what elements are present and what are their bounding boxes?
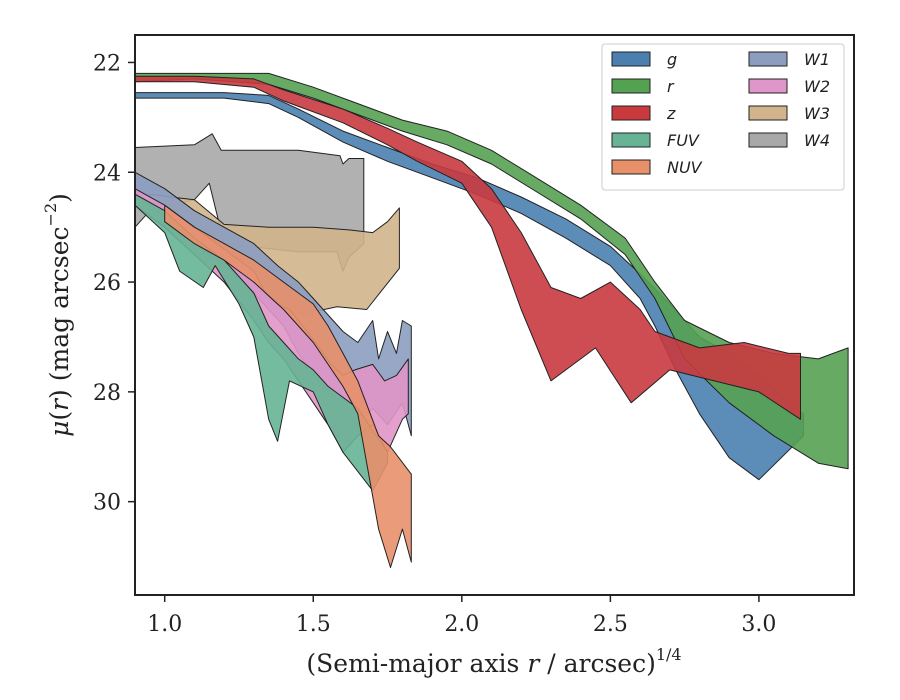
y-tick-label: 28 [93,381,121,406]
legend-swatch-W4 [748,132,788,148]
x-tick-label: 2.5 [593,612,628,637]
x-axis-label-post: / arcsec) [539,649,656,678]
legend-label-W1: W1 [804,50,830,69]
band-r [135,72,849,470]
legend-swatch-FUV [611,132,651,148]
x-tick-label: 2.0 [444,612,479,637]
band-z [135,75,801,420]
data-bands [135,72,849,568]
legend-label-W2: W2 [804,77,830,96]
legend-label-z: z [666,104,676,123]
legend-swatch-r [611,78,651,94]
x-axis-label-sup: 1/4 [656,645,682,664]
y-axis-label-open: ( [45,411,74,421]
legend-label-g: g [667,50,677,69]
legend-swatch-g [611,51,651,67]
y-tick-label: 22 [93,51,121,76]
y-axis-label-sup: −2 [41,203,60,227]
x-axis-label-var: r [527,649,541,678]
y-tick-label: 30 [93,491,121,516]
band-NUV [164,204,412,568]
legend-label-W3: W3 [804,104,830,123]
x-axis-label: (Semi-major axis r / arcsec)1/4 [306,645,681,678]
legend-swatch-W1 [748,51,788,67]
x-axis-ticks: 1.0 1.5 2.0 2.5 3.0 [147,595,776,637]
legend: grz FUV NUV W1 W2 W3 W4 [601,43,845,191]
legend-label-W4: W4 [804,131,830,150]
x-axis-label-pre: (Semi-major axis [306,649,527,678]
legend-swatch-W2 [748,78,788,94]
y-tick-label: 24 [93,161,121,186]
legend-swatch-NUV [611,159,651,175]
y-axis-label-mid: ) (mag arcsec [45,226,74,399]
y-axis-label-var: r [45,397,74,411]
x-tick-label: 3.0 [741,612,776,637]
x-tick-label: 1.5 [296,612,331,637]
y-tick-label: 26 [93,271,121,296]
y-axis-label-mu: μ [45,421,74,437]
legend-label-r: r [667,77,675,96]
y-axis-label: μ(r) (mag arcsec−2) [41,193,74,437]
legend-label-FUV: FUV [667,131,700,150]
y-axis-label-close: ) [45,193,74,203]
x-tick-label: 1.0 [147,612,182,637]
legend-swatch-W3 [748,105,788,121]
plot-frame [134,34,855,596]
legend-label-NUV: NUV [667,158,703,177]
y-axis-ticks: 22 24 26 28 30 [93,51,135,516]
legend-swatch-z [611,105,651,121]
